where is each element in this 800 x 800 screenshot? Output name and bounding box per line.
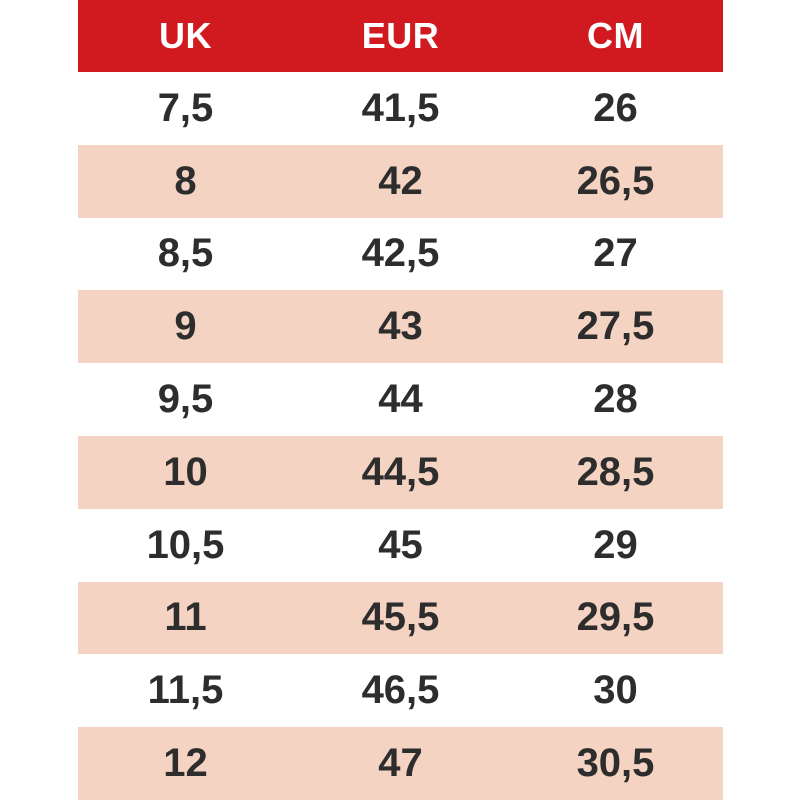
table-cell: 47	[293, 727, 508, 800]
table-cell: 42,5	[293, 217, 508, 291]
table-cell: 11	[78, 581, 293, 655]
table-cell: 30	[508, 654, 723, 728]
table-cell: 8	[78, 144, 293, 218]
table-cell: 28	[508, 363, 723, 436]
table-row: 12 47 30,5	[78, 727, 723, 800]
table-header: UK EUR CM	[78, 0, 723, 72]
header-row: UK EUR CM	[78, 0, 723, 72]
table-cell: 12	[78, 727, 293, 800]
table-row: 11 45,5 29,5	[78, 581, 723, 655]
column-header-uk: UK	[78, 0, 293, 72]
table-row: 9,5 44 28	[78, 363, 723, 436]
table-cell: 28,5	[508, 435, 723, 509]
table-cell: 26,5	[508, 144, 723, 218]
table-row: 9 43 27,5	[78, 290, 723, 364]
table-row: 10,5 45 29	[78, 508, 723, 582]
table-cell: 45	[293, 508, 508, 582]
table-cell: 10	[78, 435, 293, 509]
table-cell: 11,5	[78, 654, 293, 728]
table-cell: 43	[293, 290, 508, 364]
table-cell: 9,5	[78, 363, 293, 436]
table-cell: 27	[508, 217, 723, 291]
table-cell: 29,5	[508, 581, 723, 655]
table-cell: 42	[293, 144, 508, 218]
column-header-cm: CM	[508, 0, 723, 72]
table-cell: 45,5	[293, 581, 508, 655]
table-cell: 9	[78, 290, 293, 364]
table-row: 8 42 26,5	[78, 144, 723, 218]
column-header-eur: EUR	[293, 0, 508, 72]
table-cell: 30,5	[508, 727, 723, 800]
table-row: 8,5 42,5 27	[78, 217, 723, 291]
table-cell: 7,5	[78, 72, 293, 145]
size-conversion-table: UK EUR CM 7,5 41,5 26 8 42 26,5 8,5 42,5 27 9 43 27…	[78, 0, 723, 800]
table-row: 11,5 46,5 30	[78, 654, 723, 728]
table-body: 7,5 41,5 26 8 42 26,5 8,5 42,5 27 9 43 27,5 9,5 44 28 1…	[78, 72, 723, 800]
table-cell: 26	[508, 72, 723, 145]
table-cell: 44,5	[293, 435, 508, 509]
table-cell: 8,5	[78, 217, 293, 291]
table-cell: 41,5	[293, 72, 508, 145]
table-cell: 44	[293, 363, 508, 436]
table-cell: 27,5	[508, 290, 723, 364]
table-cell: 46,5	[293, 654, 508, 728]
table-row: 7,5 41,5 26	[78, 72, 723, 145]
table-cell: 10,5	[78, 508, 293, 582]
table-cell: 29	[508, 508, 723, 582]
table-row: 10 44,5 28,5	[78, 435, 723, 509]
